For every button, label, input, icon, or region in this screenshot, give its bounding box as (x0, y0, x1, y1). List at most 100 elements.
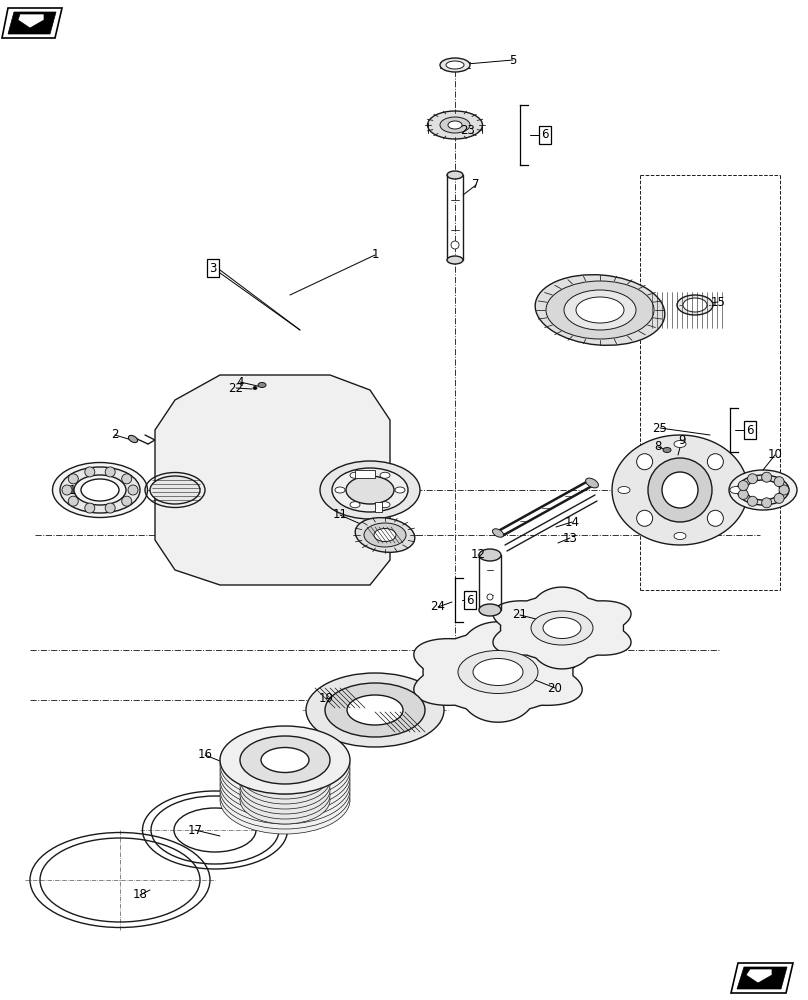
Ellipse shape (677, 295, 713, 315)
Ellipse shape (60, 467, 140, 513)
Ellipse shape (674, 440, 686, 448)
Circle shape (105, 503, 116, 513)
Ellipse shape (473, 658, 523, 686)
Circle shape (747, 474, 758, 484)
Ellipse shape (53, 462, 148, 518)
Ellipse shape (447, 256, 463, 264)
Ellipse shape (240, 776, 330, 824)
Polygon shape (2, 8, 62, 38)
Circle shape (637, 454, 653, 470)
Ellipse shape (543, 617, 581, 639)
Text: 4: 4 (236, 375, 244, 388)
Text: 14: 14 (565, 516, 579, 528)
Ellipse shape (374, 528, 396, 542)
Text: 1: 1 (371, 248, 379, 261)
Text: 13: 13 (562, 532, 578, 544)
Text: 16: 16 (197, 748, 213, 762)
Text: 22: 22 (229, 381, 243, 394)
Ellipse shape (261, 748, 309, 772)
Ellipse shape (618, 487, 630, 493)
Ellipse shape (335, 487, 345, 493)
Ellipse shape (81, 479, 119, 501)
Ellipse shape (240, 751, 330, 799)
Ellipse shape (258, 382, 266, 387)
Ellipse shape (306, 673, 444, 747)
Ellipse shape (458, 650, 538, 694)
Text: 9: 9 (678, 434, 686, 446)
Text: 19: 19 (318, 692, 334, 704)
Ellipse shape (220, 731, 350, 799)
Circle shape (487, 594, 493, 600)
Ellipse shape (746, 480, 780, 500)
Text: 7: 7 (472, 178, 480, 192)
Polygon shape (375, 502, 382, 512)
Text: 10: 10 (768, 448, 782, 462)
Ellipse shape (320, 461, 420, 519)
Circle shape (122, 496, 132, 506)
Ellipse shape (531, 611, 593, 645)
Ellipse shape (240, 766, 330, 814)
Circle shape (85, 503, 95, 513)
Circle shape (707, 510, 723, 526)
Polygon shape (8, 12, 56, 34)
Circle shape (69, 496, 78, 506)
Circle shape (762, 498, 772, 508)
Text: 6: 6 (466, 593, 473, 606)
Ellipse shape (440, 58, 470, 72)
Ellipse shape (240, 756, 330, 804)
Circle shape (774, 493, 784, 503)
Ellipse shape (427, 111, 482, 139)
Ellipse shape (447, 171, 463, 179)
Text: 1: 1 (68, 484, 76, 496)
Text: 17: 17 (187, 824, 203, 836)
Ellipse shape (150, 476, 200, 504)
Ellipse shape (220, 726, 350, 794)
Ellipse shape (220, 761, 350, 829)
Ellipse shape (220, 736, 350, 804)
Circle shape (779, 485, 789, 495)
Polygon shape (737, 967, 787, 989)
Ellipse shape (564, 290, 636, 330)
Ellipse shape (220, 756, 350, 824)
Circle shape (122, 474, 132, 484)
Text: 25: 25 (653, 422, 667, 434)
Ellipse shape (364, 523, 406, 547)
Circle shape (105, 467, 116, 477)
Text: 21: 21 (512, 608, 528, 621)
Circle shape (451, 241, 459, 249)
Text: 5: 5 (509, 53, 516, 66)
Text: 2: 2 (112, 428, 119, 442)
Polygon shape (746, 969, 772, 983)
Text: 6: 6 (747, 424, 754, 436)
Ellipse shape (346, 476, 394, 504)
Ellipse shape (448, 121, 462, 129)
Ellipse shape (440, 117, 470, 133)
Circle shape (62, 485, 72, 495)
Polygon shape (355, 470, 375, 478)
Text: 12: 12 (470, 548, 486, 562)
Text: 20: 20 (548, 682, 562, 694)
Ellipse shape (737, 475, 789, 505)
Ellipse shape (128, 435, 137, 443)
Ellipse shape (220, 766, 350, 834)
Ellipse shape (663, 448, 671, 452)
Ellipse shape (380, 472, 390, 478)
Ellipse shape (74, 475, 126, 505)
Ellipse shape (356, 518, 415, 552)
Ellipse shape (332, 468, 408, 512)
Polygon shape (612, 435, 748, 545)
Ellipse shape (240, 761, 330, 809)
Ellipse shape (240, 736, 330, 784)
Ellipse shape (395, 487, 405, 493)
Text: 3: 3 (209, 261, 217, 274)
Ellipse shape (479, 604, 501, 616)
Ellipse shape (240, 746, 330, 794)
Circle shape (648, 458, 712, 522)
Circle shape (128, 485, 138, 495)
Circle shape (762, 472, 772, 482)
Polygon shape (414, 622, 583, 722)
Text: 11: 11 (333, 508, 347, 522)
Polygon shape (493, 587, 631, 669)
Circle shape (739, 489, 748, 499)
Ellipse shape (350, 502, 360, 508)
